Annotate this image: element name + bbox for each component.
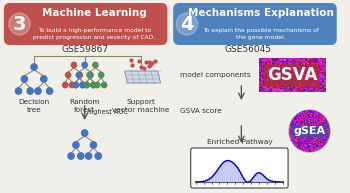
Circle shape xyxy=(95,82,100,88)
Text: GSE59867: GSE59867 xyxy=(61,46,108,54)
Circle shape xyxy=(78,153,84,159)
Text: Decision
tree: Decision tree xyxy=(19,99,50,113)
Circle shape xyxy=(82,62,87,68)
Circle shape xyxy=(65,72,71,78)
Text: Support
vector machine: Support vector machine xyxy=(112,99,170,113)
Circle shape xyxy=(90,142,97,148)
Circle shape xyxy=(76,72,82,78)
Text: To build a high-performance model to
predict progression and severity of CAD.: To build a high-performance model to pre… xyxy=(33,28,155,40)
Text: highest AUC: highest AUC xyxy=(86,109,128,115)
Circle shape xyxy=(21,76,27,82)
Circle shape xyxy=(80,82,85,88)
Text: To explain the possible mechanisms of
the gene model.: To explain the possible mechanisms of th… xyxy=(203,28,319,40)
Circle shape xyxy=(35,88,41,94)
Text: 4: 4 xyxy=(180,14,194,34)
Circle shape xyxy=(73,142,79,148)
Circle shape xyxy=(15,88,22,94)
FancyBboxPatch shape xyxy=(4,3,167,45)
Text: Machine Learning: Machine Learning xyxy=(42,8,147,18)
Circle shape xyxy=(84,82,89,88)
Circle shape xyxy=(77,72,83,78)
Text: GSE56045: GSE56045 xyxy=(225,46,272,54)
FancyBboxPatch shape xyxy=(173,3,337,45)
Circle shape xyxy=(289,110,330,152)
Text: 3: 3 xyxy=(13,14,26,34)
Circle shape xyxy=(95,153,101,159)
Circle shape xyxy=(63,82,68,88)
Circle shape xyxy=(289,110,330,152)
Circle shape xyxy=(9,13,30,35)
Circle shape xyxy=(99,72,104,78)
Circle shape xyxy=(176,13,197,35)
Circle shape xyxy=(80,82,85,88)
Text: Enriched Pathway: Enriched Pathway xyxy=(206,139,272,145)
Circle shape xyxy=(102,82,107,88)
Circle shape xyxy=(93,62,98,68)
Circle shape xyxy=(73,82,78,88)
Circle shape xyxy=(87,72,92,78)
Circle shape xyxy=(71,62,77,68)
Text: GSVA score: GSVA score xyxy=(180,108,222,114)
Circle shape xyxy=(91,82,96,88)
Text: Mechanisms Explanation: Mechanisms Explanation xyxy=(188,8,334,18)
Polygon shape xyxy=(125,71,161,83)
Circle shape xyxy=(84,82,89,88)
FancyBboxPatch shape xyxy=(191,148,288,188)
Text: Random
forest: Random forest xyxy=(69,99,100,113)
Text: gSEA: gSEA xyxy=(293,126,326,136)
Circle shape xyxy=(91,82,96,88)
Circle shape xyxy=(31,64,37,70)
Text: model components: model components xyxy=(180,72,251,78)
Circle shape xyxy=(27,88,33,94)
Circle shape xyxy=(88,72,93,78)
Circle shape xyxy=(41,76,47,82)
Circle shape xyxy=(85,153,92,159)
Circle shape xyxy=(68,153,74,159)
Text: GSVA: GSVA xyxy=(267,66,317,84)
Circle shape xyxy=(73,82,78,88)
Circle shape xyxy=(69,82,75,88)
Circle shape xyxy=(82,130,88,136)
Circle shape xyxy=(47,88,53,94)
